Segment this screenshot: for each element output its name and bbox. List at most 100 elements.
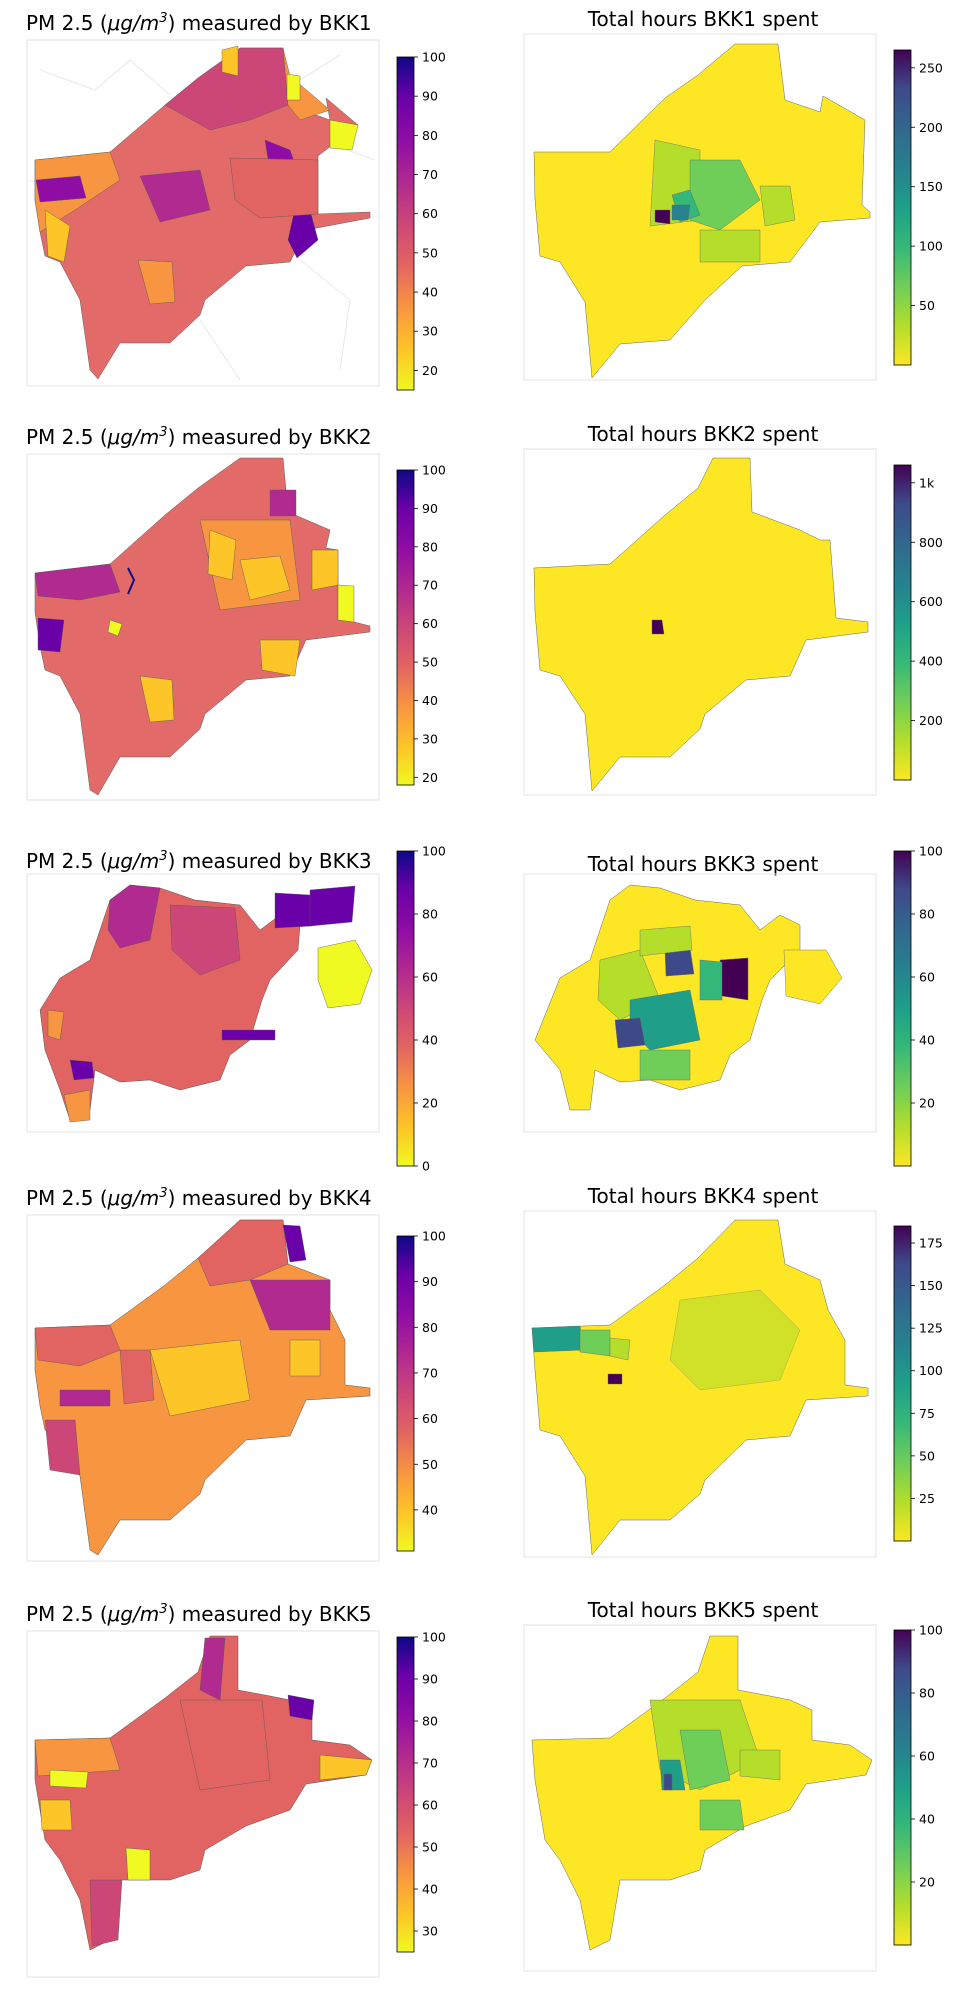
colorbar-tick-label: 100 [422, 844, 446, 859]
colorbar-tick-label: 0 [422, 1159, 430, 1174]
colorbar-tick-label: 90 [422, 501, 438, 516]
region-city-boundary [531, 1635, 873, 1951]
colorbar-tick-label: 100 [422, 463, 446, 478]
hours-colorbar [893, 1225, 912, 1542]
colorbar-tick-label: 60 [422, 616, 438, 631]
colorbar-tick-label: 60 [422, 1798, 438, 1813]
hours-colorbar [893, 1629, 912, 1946]
colorbar-tick-label: 20 [919, 1875, 935, 1890]
hours-map [523, 33, 877, 381]
colorbar-tick-label: 30 [422, 1924, 438, 1939]
region-city-boundary [34, 457, 371, 796]
colorbar-tick-label: 20 [919, 1096, 935, 1111]
pm-colorbar [396, 469, 415, 786]
hours-colorbar [893, 464, 912, 781]
colorbar-tick-label: 400 [919, 654, 943, 669]
colorbar-tick-label: 40 [422, 285, 438, 300]
colorbar-tick-label: 75 [919, 1406, 935, 1421]
colorbar-tick-label: 250 [919, 60, 943, 75]
colorbar-tick-label: 80 [919, 1686, 935, 1701]
colorbar-tick-label: 80 [422, 128, 438, 143]
row-1: PM 2.5 (μg/m3) measured by BKK1 Tot [26, 7, 912, 391]
colorbar-tick-label: 100 [919, 844, 943, 859]
colorbar-tick-label: 125 [919, 1321, 943, 1336]
pm-map [26, 39, 380, 387]
hours-colorbar [893, 850, 912, 1167]
colorbar-tick-label: 80 [422, 907, 438, 922]
pm-colorbar [396, 1636, 415, 1953]
pm-map [26, 453, 380, 801]
row-3: PM 2.5 (μg/m3) measured by BKK3 Total ho… [26, 849, 912, 1167]
colorbar-tick-label: 90 [422, 89, 438, 104]
colorbar-tick-label: 100 [919, 239, 943, 254]
pm-map [26, 1630, 380, 1978]
colorbar-tick-label: 50 [422, 655, 438, 670]
colorbar-tick-label: 70 [422, 1365, 438, 1380]
colorbar-tick-label: 40 [422, 693, 438, 708]
colorbar-tick-label: 60 [422, 1411, 438, 1426]
colorbar-tick-label: 25 [919, 1491, 935, 1506]
pm-colorbar [396, 56, 415, 391]
colorbar-tick-label: 800 [919, 535, 943, 550]
colorbar-tick-label: 80 [422, 539, 438, 554]
region-city-boundary [34, 1635, 373, 1951]
colorbar-tick-label: 200 [919, 713, 943, 728]
pm-map-title: PM 2.5 (μg/m3) measured by BKK4 [26, 1186, 372, 1210]
colorbar-tick-label: 80 [422, 1714, 438, 1729]
pm-map-title: PM 2.5 (μg/m3) measured by BKK1 [26, 11, 372, 35]
colorbar-tick-label: 40 [919, 1033, 935, 1048]
colorbar-tick-label: 175 [919, 1236, 943, 1251]
colorbar-tick-label: 60 [422, 206, 438, 221]
region-city-boundary [39, 884, 301, 1121]
pm-map-title: PM 2.5 (μg/m3) measured by BKK3 [26, 849, 372, 873]
colorbar-tick-label: 50 [919, 1448, 935, 1463]
colorbar-tick-label: 100 [919, 1363, 943, 1378]
colorbar-tick-label: 70 [422, 578, 438, 593]
hours-map [523, 1210, 877, 1558]
pm-colorbar [396, 850, 415, 1167]
colorbar-tick-label: 80 [919, 907, 935, 922]
colorbar-tick-label: 30 [422, 731, 438, 746]
pm-colorbar [396, 1235, 415, 1552]
colorbar-tick-label: 40 [422, 1502, 438, 1517]
colorbar-tick-label: 50 [422, 1457, 438, 1472]
pm-map [26, 873, 380, 1133]
colorbar-tick-label: 90 [422, 1274, 438, 1289]
colorbar-ticks: 1009080706050403020250200150100501009080… [414, 50, 943, 1939]
hours-map-title: Total hours BKK3 spent [587, 852, 819, 876]
row-2: PM 2.5 (μg/m3) measured by BKK2 Total ho… [26, 422, 912, 801]
colorbar-tick-label: 40 [422, 1033, 438, 1048]
colorbar-tick-label: 100 [422, 1229, 446, 1244]
colorbar-tick-label: 60 [422, 970, 438, 985]
hours-map-title: Total hours BKK2 spent [587, 422, 819, 446]
colorbar-tick-label: 150 [919, 179, 943, 194]
colorbar-tick-label: 100 [919, 1623, 943, 1638]
pm-map-title: PM 2.5 (μg/m3) measured by BKK2 [26, 425, 372, 449]
colorbar-tick-label: 60 [919, 1749, 935, 1764]
colorbar-tick-label: 50 [422, 1840, 438, 1855]
colorbar-tick-label: 30 [422, 324, 438, 339]
hours-map-title: Total hours BKK5 spent [587, 1598, 819, 1622]
colorbar-tick-label: 600 [919, 594, 943, 609]
pm-map [26, 1214, 380, 1562]
colorbar-tick-label: 20 [422, 770, 438, 785]
colorbar-tick-label: 70 [422, 167, 438, 182]
hours-colorbar [893, 49, 912, 366]
colorbar-tick-label: 1k [919, 475, 935, 490]
colorbar-tick-label: 70 [422, 1756, 438, 1771]
hours-map-title: Total hours BKK4 spent [587, 1184, 819, 1208]
hours-map [523, 1624, 877, 1972]
hours-map [523, 873, 877, 1133]
region-city-boundary [533, 457, 869, 792]
colorbar-tick-label: 40 [422, 1882, 438, 1897]
colorbar-tick-label: 200 [919, 120, 943, 135]
colorbar-tick-label: 100 [422, 50, 446, 65]
row-4: PM 2.5 (μg/m3) measured by BKK4 Total ho… [26, 1184, 912, 1562]
colorbar-tick-label: 60 [919, 970, 935, 985]
colorbar-tick-label: 100 [422, 1630, 446, 1645]
colorbar-tick-label: 50 [422, 245, 438, 260]
colorbar-tick-label: 20 [422, 1096, 438, 1111]
colorbar-tick-label: 80 [422, 1320, 438, 1335]
colorbar-tick-label: 150 [919, 1278, 943, 1293]
